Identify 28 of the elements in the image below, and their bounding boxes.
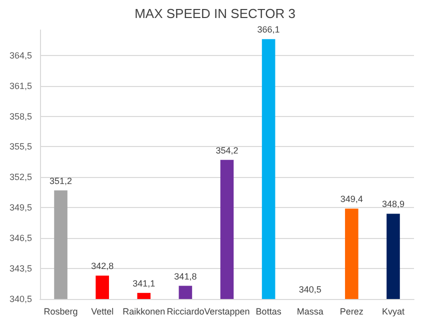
data-label: 341,1 — [132, 278, 156, 288]
y-tick-label: 364,5 — [9, 50, 32, 60]
data-label: 341,8 — [174, 271, 197, 282]
data-label: 366,1 — [257, 24, 280, 35]
x-tick-label: Perez — [340, 306, 364, 316]
chart-title: MAX SPEED IN SECTOR 3 — [134, 6, 296, 21]
y-tick-label: 361,5 — [9, 80, 32, 91]
x-tick-label: Raikkonen — [122, 306, 166, 316]
x-tick-label: Vettel — [91, 306, 114, 316]
data-label: 342,8 — [91, 261, 114, 272]
x-tick-label: Ricciardo — [166, 306, 204, 316]
y-tick-label: 352,5 — [9, 172, 32, 182]
x-tick-label: Rosberg — [44, 306, 78, 316]
data-label: 351,2 — [50, 176, 72, 186]
data-label: 348,9 — [382, 199, 404, 210]
data-label: 349,4 — [340, 194, 363, 204]
x-tick-label: Massa — [296, 306, 324, 316]
x-tick-label: Bottas — [256, 306, 282, 316]
x-tick-label: Kvyat — [382, 306, 405, 316]
x-tick-label: Verstappen — [204, 306, 250, 316]
y-tick-label: 355,5 — [9, 142, 32, 152]
y-tick-label: 340,5 — [9, 294, 32, 304]
data-label: 340,5 — [298, 284, 322, 294]
y-tick-label: 346,5 — [9, 233, 32, 244]
y-tick-label: 358,5 — [9, 111, 32, 122]
data-label: 354,2 — [216, 145, 238, 156]
y-tick-label: 349,5 — [9, 202, 32, 213]
y-tick-label: 343,5 — [9, 264, 32, 274]
